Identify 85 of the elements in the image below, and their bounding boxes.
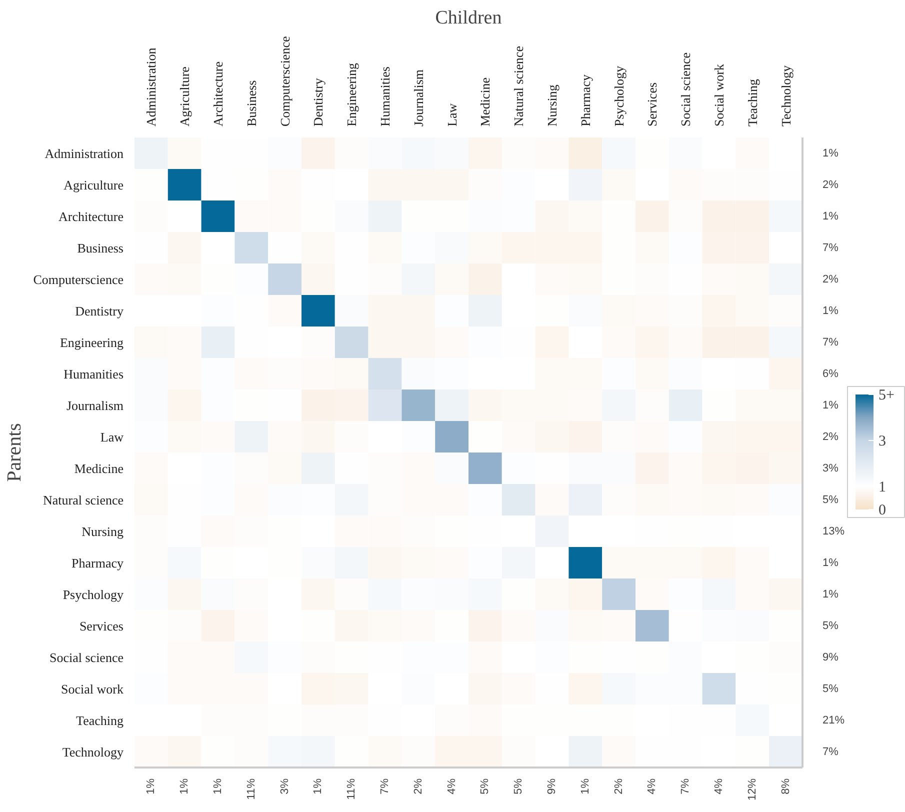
y-tick-label: Agriculture [64,177,124,192]
y-tick-label: Engineering [60,334,124,350]
text: 1% [312,778,324,794]
y-tick-label: Architecture [58,208,124,224]
y-tick-label: Social science [50,650,124,665]
y2-tick-label: 5% [822,620,839,632]
text: 8% [780,778,792,794]
text: 1% [178,778,191,794]
text: 11% [346,778,358,800]
y2-tick-label: 7% [822,336,839,348]
x-tick-label: Psychology [611,65,626,126]
text: 1% [212,778,224,794]
y-tick-label: Psychology [62,586,124,602]
x-tick-label: Nursing [544,84,560,126]
y2-tick-label: 21% [822,714,845,726]
text: 7% [379,778,391,794]
y2-tick-label: 1% [822,210,839,222]
text: 3% [278,778,291,794]
color-bar-label: 3 [878,434,886,450]
x-tick-label: Computerscience [277,36,292,126]
y-tick-label: Pharmacy [72,555,124,570]
x-tick-label: Journalism [410,69,426,126]
y-tick-label: Services [79,618,124,634]
y2-tick-label: 7% [822,746,839,758]
y-tick-label: Computerscience [33,272,124,287]
x-tick-label: Business [244,80,259,126]
text: 9% [546,778,558,794]
x-tick-label: Pharmacy [578,74,593,126]
y-tick-label: Administration [44,146,124,161]
x-tick-label: Natural science [511,46,526,126]
x-tick-label: Teaching [744,78,760,126]
y2-tick-label: 2% [822,430,839,443]
x-tick-label: Architecture [210,61,226,126]
y-tick-label: Medicine [74,460,124,476]
y-tick-label: Natural science [43,492,124,508]
text: 1% [579,778,592,794]
color-bar-label: 5+ [878,388,894,404]
y2-tick-label: 1% [822,147,839,160]
x-tick-label: Law [444,102,460,126]
chart-title: Children [435,8,502,28]
y-tick-label: Technology [62,744,124,760]
y-tick-label: Nursing [82,524,124,539]
y-tick-label: Teaching [76,712,124,728]
x-tick-label: Agriculture [177,66,192,126]
text: 4% [713,778,725,794]
x-tick-label: Services [644,82,660,126]
y2-tick-label: 1% [822,399,839,412]
x-tick-label: Social science [678,52,694,126]
color-bar-label: 0 [878,502,886,518]
text: 2% [612,778,625,794]
x-tick-label: Humanities [378,66,392,126]
y-tick-label: Journalism [66,398,124,413]
text: 4% [646,778,658,794]
y-axis-title: Parents [3,422,26,482]
x-tick-label: Dentistry [310,78,326,126]
text: 5% [512,778,525,794]
x-tick-label: Engineering [344,62,360,126]
y2-tick-label: 2% [822,273,839,286]
y2-tick-label: 1% [822,588,839,600]
y-tick-label: Dentistry [75,303,124,318]
y-tick-label: Law [100,429,124,444]
y2-tick-label: 9% [822,651,839,664]
y-tick-label: Business [77,240,124,256]
text: 1% [145,778,158,794]
y2-tick-label: 7% [822,242,839,254]
x-tick-label: Technology [778,64,794,126]
text: 5% [479,778,492,794]
text: 11% [245,778,258,800]
y2-tick-label: 5% [822,494,839,506]
text: 7% [680,778,692,794]
y-tick-label: Humanities [64,366,124,382]
y2-tick-label: 1% [822,556,839,569]
text: 4% [446,778,458,794]
color-bar-label: 1 [878,480,886,496]
x-tick-label: Medicine [478,77,493,126]
y-tick-label: Social work [61,681,124,696]
x-tick-label: Social work [712,64,726,126]
y2-tick-label: 1% [822,304,839,317]
text: 2% [412,778,424,794]
y2-tick-label: 5% [822,682,839,695]
y2-tick-label: 2% [822,178,839,191]
y2-tick-label: 13% [822,525,845,538]
y2-tick-label: 6% [822,368,839,380]
text: 12% [746,778,758,801]
y2-tick-label: 3% [822,462,839,474]
